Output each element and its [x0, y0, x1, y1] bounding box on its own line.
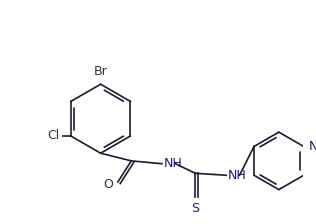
Text: S: S — [191, 202, 199, 215]
Text: NH: NH — [164, 157, 183, 170]
Text: O: O — [103, 178, 113, 191]
Text: NH: NH — [228, 169, 247, 182]
Text: N: N — [308, 140, 316, 153]
Text: Br: Br — [94, 65, 107, 78]
Text: Cl: Cl — [47, 129, 59, 142]
